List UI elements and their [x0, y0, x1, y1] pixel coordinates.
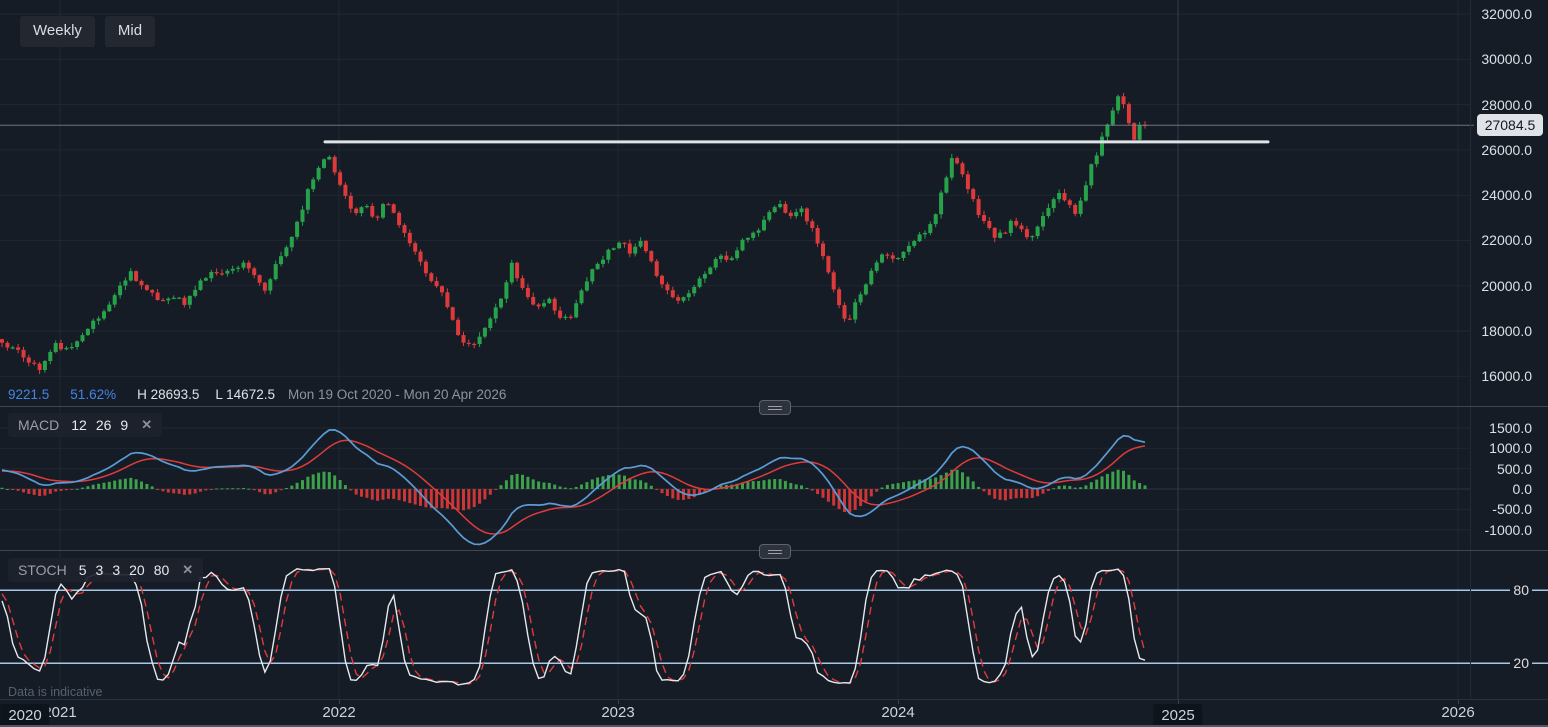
status-line: 9221.5 51.62% H 28693.5 L 14672.5 Mon 19…	[8, 387, 527, 402]
macd-param-signal: 9	[120, 417, 129, 433]
time-axis-tick	[1178, 700, 1179, 704]
macd-axis-tick: 1500.0	[1489, 420, 1532, 436]
current-price-tag: 27084.5	[1477, 114, 1543, 137]
price-axis-tick: 22000.0	[1481, 232, 1532, 249]
macd-axis-tick: 1000.0	[1489, 440, 1532, 457]
stoch-param-lower: 20	[129, 562, 145, 578]
horizontal-scrollbar[interactable]	[0, 725, 1548, 727]
macd-axis-tick: -500.0	[1492, 501, 1532, 518]
time-axis-year: 2022	[322, 704, 356, 721]
macd-axis-tick: -1000.0	[1484, 521, 1532, 538]
time-axis[interactable]: 2020 2021 2022 2023 2024 2025 2026	[0, 699, 1548, 727]
stoch-param-kslow: 3	[95, 562, 104, 578]
time-axis-tick	[898, 700, 899, 704]
time-axis-tick	[339, 700, 340, 704]
high-value: H 28693.5	[137, 387, 200, 402]
macd-indicator-legend: MACD 12 26 9 ✕	[8, 413, 163, 437]
stoch-k-line	[1, 567, 1146, 686]
price-axis-tick: 30000.0	[1481, 51, 1532, 68]
price-type-button[interactable]: Mid	[104, 16, 156, 47]
macd-axis-tick: 0.0	[1512, 481, 1532, 497]
stoch-axis-tick: 20	[1510, 655, 1532, 672]
chart-toolbar: Weekly Mid	[20, 16, 156, 47]
change-points-value: 9221.5	[8, 387, 50, 402]
macd-signal-line	[2, 439, 1146, 535]
time-axis-year: 2026	[1441, 704, 1475, 721]
stoch-axis-tick: 80	[1510, 582, 1532, 599]
stoch-d-line	[1, 568, 1146, 685]
time-axis-tick	[1458, 700, 1459, 704]
price-axis-tick: 20000.0	[1481, 277, 1532, 294]
time-axis-year: 2023	[601, 704, 635, 721]
time-axis-year-highlighted: 2020	[0, 704, 50, 727]
price-axis-border	[1470, 0, 1471, 699]
price-axis-tick: 24000.0	[1481, 187, 1532, 204]
time-axis-year-highlighted: 2025	[1153, 704, 1203, 727]
time-axis-year: 2021	[43, 704, 77, 721]
macd-label: MACD	[18, 417, 60, 433]
change-percent-value: 51.62%	[70, 387, 117, 402]
price-axis-tick: 18000.0	[1481, 323, 1532, 339]
stoch-param-d: 3	[112, 562, 121, 578]
macd-close-icon[interactable]: ✕	[141, 417, 153, 432]
price-axis-tick: 28000.0	[1481, 96, 1532, 113]
price-axis-tick: 32000.0	[1481, 6, 1532, 22]
stoch-close-icon[interactable]: ✕	[182, 562, 194, 577]
data-indicative-note: Data is indicative	[8, 685, 103, 699]
time-axis-year: 2024	[881, 704, 915, 721]
macd-param-fast: 12	[71, 417, 87, 433]
macd-param-slow: 26	[95, 417, 112, 433]
stoch-layer	[1, 567, 1146, 686]
price-axis-tick: 16000.0	[1481, 368, 1532, 385]
low-value: L 14672.5	[215, 387, 275, 402]
panel-drag-handle-macd[interactable]	[759, 400, 791, 415]
stoch-indicator-legend: STOCH 5 3 3 20 80 ✕	[8, 558, 204, 582]
timeframe-button[interactable]: Weekly	[20, 16, 95, 47]
stoch-param-upper: 80	[153, 562, 170, 578]
price-axis-tick: 26000.0	[1481, 141, 1532, 158]
stoch-param-k: 5	[78, 562, 87, 578]
time-axis-tick	[618, 700, 619, 704]
stoch-label: STOCH	[18, 562, 67, 578]
candlestick-layer	[0, 93, 1270, 375]
macd-line	[1, 429, 1146, 546]
macd-axis-tick: 500.0	[1496, 460, 1532, 477]
date-range-label: Mon 19 Oct 2020 - Mon 20 Apr 2026	[287, 387, 507, 402]
macd-layer	[0, 429, 1147, 546]
panel-drag-handle-stoch[interactable]	[759, 544, 791, 559]
